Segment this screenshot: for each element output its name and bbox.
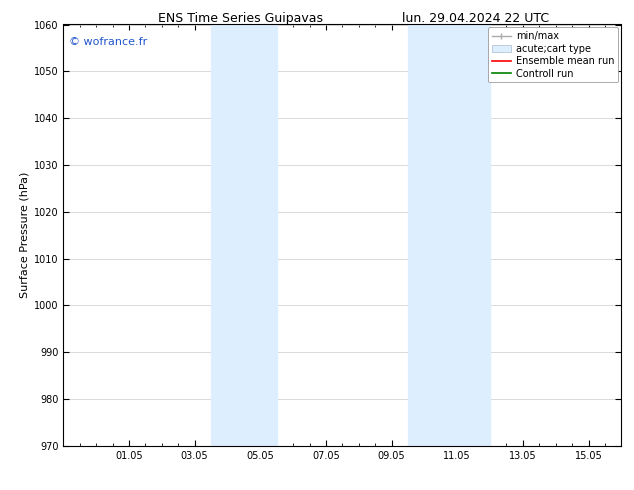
- Text: ENS Time Series Guipavas: ENS Time Series Guipavas: [158, 12, 323, 25]
- Text: © wofrance.fr: © wofrance.fr: [69, 37, 147, 47]
- Legend: min/max, acute;cart type, Ensemble mean run, Controll run: min/max, acute;cart type, Ensemble mean …: [488, 27, 618, 82]
- Text: lun. 29.04.2024 22 UTC: lun. 29.04.2024 22 UTC: [402, 12, 549, 25]
- Bar: [211, 24, 276, 446]
- Y-axis label: Surface Pressure (hPa): Surface Pressure (hPa): [20, 172, 30, 298]
- Bar: [408, 24, 490, 446]
